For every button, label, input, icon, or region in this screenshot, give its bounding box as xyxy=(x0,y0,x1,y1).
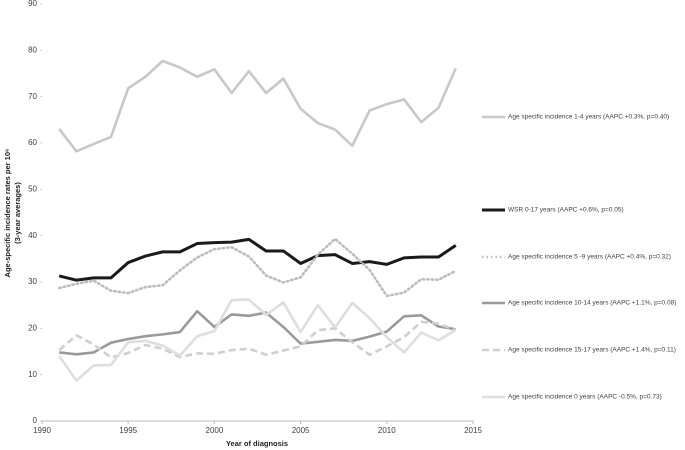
y-tick-label: 30 xyxy=(28,277,37,286)
series-line xyxy=(59,309,456,356)
x-tick-label: 2000 xyxy=(206,426,224,435)
x-tick-label: 2015 xyxy=(464,426,482,435)
y-tick-label: 50 xyxy=(28,184,37,193)
series-line xyxy=(58,320,457,359)
x-tick-label: 1995 xyxy=(119,426,137,435)
legend-label: Age specific incidence 5 -9 years (AAPC … xyxy=(508,254,671,261)
x-tick-label: 2010 xyxy=(378,426,396,435)
y-tick-label: 90 xyxy=(28,0,37,8)
y-tick-label: 40 xyxy=(28,231,37,240)
y-tick-label: 0 xyxy=(33,416,38,425)
y-axis-title: (3-year averages) xyxy=(13,182,22,244)
legend-label: Age specific incidence 15-17 years (AAPC… xyxy=(508,347,676,354)
series-line xyxy=(58,298,457,382)
series-line xyxy=(57,237,458,298)
legend-label: Age specific incidence 1-4 years (AAPC +… xyxy=(508,114,669,121)
y-axis-title: Age-specific incidence rates per 10⁶ xyxy=(3,149,12,278)
legend-label: Age specific incidence 10-14 years (AAPC… xyxy=(508,300,676,307)
y-tick-label: 20 xyxy=(28,323,37,332)
x-axis-title: Year of diagnosis xyxy=(226,439,288,448)
legend-label: WSR 0-17 years (AAPC +0.6%, p=0.05) xyxy=(508,207,624,214)
y-tick-label: 80 xyxy=(28,45,37,54)
x-tick-label: 2005 xyxy=(292,426,310,435)
legend-label: Age specific incidence 0 years (AAPC -0.… xyxy=(508,394,662,401)
series-line xyxy=(58,59,457,153)
y-tick-label: 70 xyxy=(28,92,37,101)
y-tick-label: 10 xyxy=(28,370,37,379)
series-line xyxy=(58,237,457,282)
x-tick-label: 1990 xyxy=(33,426,51,435)
y-tick-label: 60 xyxy=(28,138,37,147)
